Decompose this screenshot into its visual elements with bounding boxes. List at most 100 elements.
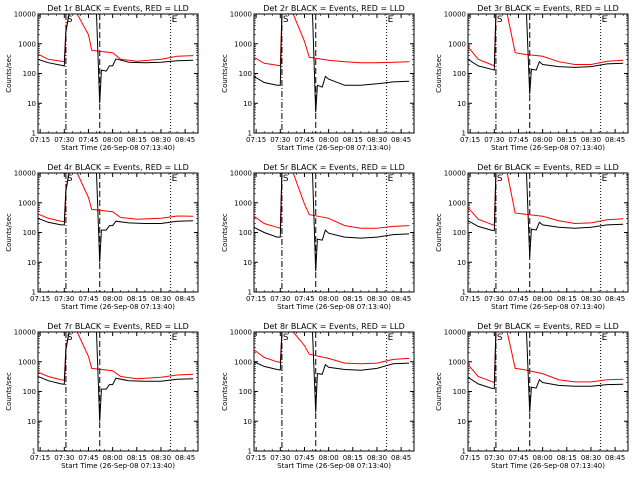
- x-tick-label: 07:45: [78, 454, 98, 462]
- x-axis-label: Start Time (26-Sep-08 07:13:40): [277, 462, 391, 470]
- y-tick-label: 100: [23, 388, 36, 396]
- x-tick-label: 08:45: [391, 295, 411, 303]
- plot-frame: [253, 13, 415, 134]
- y-tick-label: 10000: [230, 329, 252, 337]
- marker-label: S: [283, 174, 289, 184]
- y-tick-label: 1000: [234, 40, 252, 48]
- marker-label: E: [602, 15, 608, 25]
- x-tick-label: 08:45: [391, 454, 411, 462]
- y-tick-label: 10: [27, 259, 36, 267]
- x-tick-label: 08:45: [175, 454, 195, 462]
- y-tick-label: 1000: [18, 358, 36, 366]
- y-axis-label: Counts/sec: [221, 372, 229, 411]
- marker-label: S: [67, 333, 73, 343]
- panel-6: Det 6r BLACK = Events, RED = LLD 1 10 100 10…: [435, 163, 629, 311]
- marker-label: S: [67, 174, 73, 184]
- x-tick-label: 07:30: [484, 454, 504, 462]
- y-tick-label: 1: [462, 289, 466, 297]
- x-axis-label: Start Time (26-Sep-08 07:13:40): [277, 144, 391, 152]
- panel-8: Det 8r BLACK = Events, RED = LLD 1 10 100 10…: [221, 322, 415, 470]
- panel-title: Det 4r BLACK = Events, RED = LLD: [47, 163, 189, 172]
- plot-frame: [467, 331, 629, 452]
- y-tick-label: 1000: [234, 199, 252, 207]
- series-line-events: [468, 332, 624, 413]
- x-tick-label: 07:45: [508, 454, 528, 462]
- x-tick-label: 07:15: [30, 295, 50, 303]
- x-tick-label: 07:30: [484, 136, 504, 144]
- x-axis-label: Start Time (26-Sep-08 07:13:40): [61, 144, 175, 152]
- y-tick-label: 1000: [18, 40, 36, 48]
- x-tick-label: 08:30: [367, 295, 387, 303]
- x-tick-label: 08:00: [533, 136, 553, 144]
- x-tick-label: 07:45: [78, 136, 98, 144]
- panel-1: Det 1r BLACK = Events, RED = LLD 1 10 100 10…: [5, 4, 199, 152]
- y-tick-label: 10: [457, 259, 466, 267]
- x-tick-label: 08:15: [127, 136, 147, 144]
- x-tick-label: 08:30: [581, 295, 601, 303]
- x-axis-label: Start Time (26-Sep-08 07:13:40): [491, 144, 605, 152]
- x-tick-label: 08:45: [391, 136, 411, 144]
- y-tick-label: 10000: [230, 170, 252, 178]
- x-tick-label: 08:00: [319, 454, 339, 462]
- x-tick-label: 08:00: [103, 136, 123, 144]
- marker-label: S: [497, 15, 503, 25]
- series-line-events: [254, 332, 410, 413]
- plot-frame: [467, 172, 629, 293]
- x-tick-label: 08:00: [103, 295, 123, 303]
- marker-label: E: [388, 15, 394, 25]
- y-tick-label: 100: [239, 229, 252, 237]
- marker-label: E: [172, 333, 178, 343]
- x-axis-label: Start Time (26-Sep-08 07:13:40): [61, 303, 175, 311]
- y-tick-label: 1: [32, 130, 36, 138]
- x-axis-label: Start Time (26-Sep-08 07:13:40): [491, 303, 605, 311]
- series-line-events: [38, 332, 194, 422]
- panel-7: Det 7r BLACK = Events, RED = LLD 1 10 100 10…: [5, 322, 199, 470]
- y-tick-label: 10000: [444, 11, 466, 19]
- series-line-events: [38, 173, 194, 263]
- panel-2: Det 2r BLACK = Events, RED = LLD 1 10 100 10…: [221, 4, 415, 152]
- x-tick-label: 07:45: [508, 295, 528, 303]
- series-line-lld: [254, 14, 410, 67]
- x-tick-label: 08:15: [557, 454, 577, 462]
- x-tick-label: 07:15: [460, 136, 480, 144]
- series-line-events: [254, 14, 410, 113]
- panel-title: Det 6r BLACK = Events, RED = LLD: [477, 163, 619, 172]
- series-line-lld: [468, 14, 624, 67]
- plot-frame: [253, 331, 415, 452]
- x-tick-label: 08:00: [533, 454, 553, 462]
- y-tick-label: 1: [32, 289, 36, 297]
- series-line-lld: [38, 14, 194, 63]
- panel-title: Det 7r BLACK = Events, RED = LLD: [47, 322, 189, 331]
- x-tick-label: 08:15: [343, 454, 363, 462]
- x-tick-label: 08:30: [151, 136, 171, 144]
- panel-5: Det 5r BLACK = Events, RED = LLD 1 10 100 10…: [221, 163, 415, 311]
- y-tick-label: 10: [27, 100, 36, 108]
- x-tick-label: 07:15: [460, 295, 480, 303]
- y-tick-label: 1000: [18, 199, 36, 207]
- x-tick-label: 08:00: [319, 136, 339, 144]
- x-tick-label: 07:30: [54, 295, 74, 303]
- marker-label: S: [283, 333, 289, 343]
- y-tick-label: 10000: [444, 329, 466, 337]
- x-tick-label: 07:45: [508, 136, 528, 144]
- marker-label: E: [602, 174, 608, 184]
- x-tick-label: 08:00: [533, 295, 553, 303]
- y-tick-label: 1: [462, 130, 466, 138]
- y-tick-label: 10000: [14, 11, 36, 19]
- x-tick-label: 08:30: [581, 454, 601, 462]
- x-tick-label: 08:15: [127, 295, 147, 303]
- x-tick-label: 08:15: [127, 454, 147, 462]
- series-line-events: [254, 173, 410, 272]
- x-tick-label: 07:30: [270, 295, 290, 303]
- marker-label: S: [67, 15, 73, 25]
- x-tick-label: 07:30: [54, 136, 74, 144]
- series-line-lld: [38, 332, 194, 381]
- y-tick-label: 100: [453, 70, 466, 78]
- x-tick-label: 07:15: [246, 295, 266, 303]
- marker-label: E: [602, 333, 608, 343]
- x-tick-label: 08:45: [605, 136, 625, 144]
- y-tick-label: 100: [23, 70, 36, 78]
- marker-label: E: [388, 333, 394, 343]
- panel-title: Det 3r BLACK = Events, RED = LLD: [477, 4, 619, 13]
